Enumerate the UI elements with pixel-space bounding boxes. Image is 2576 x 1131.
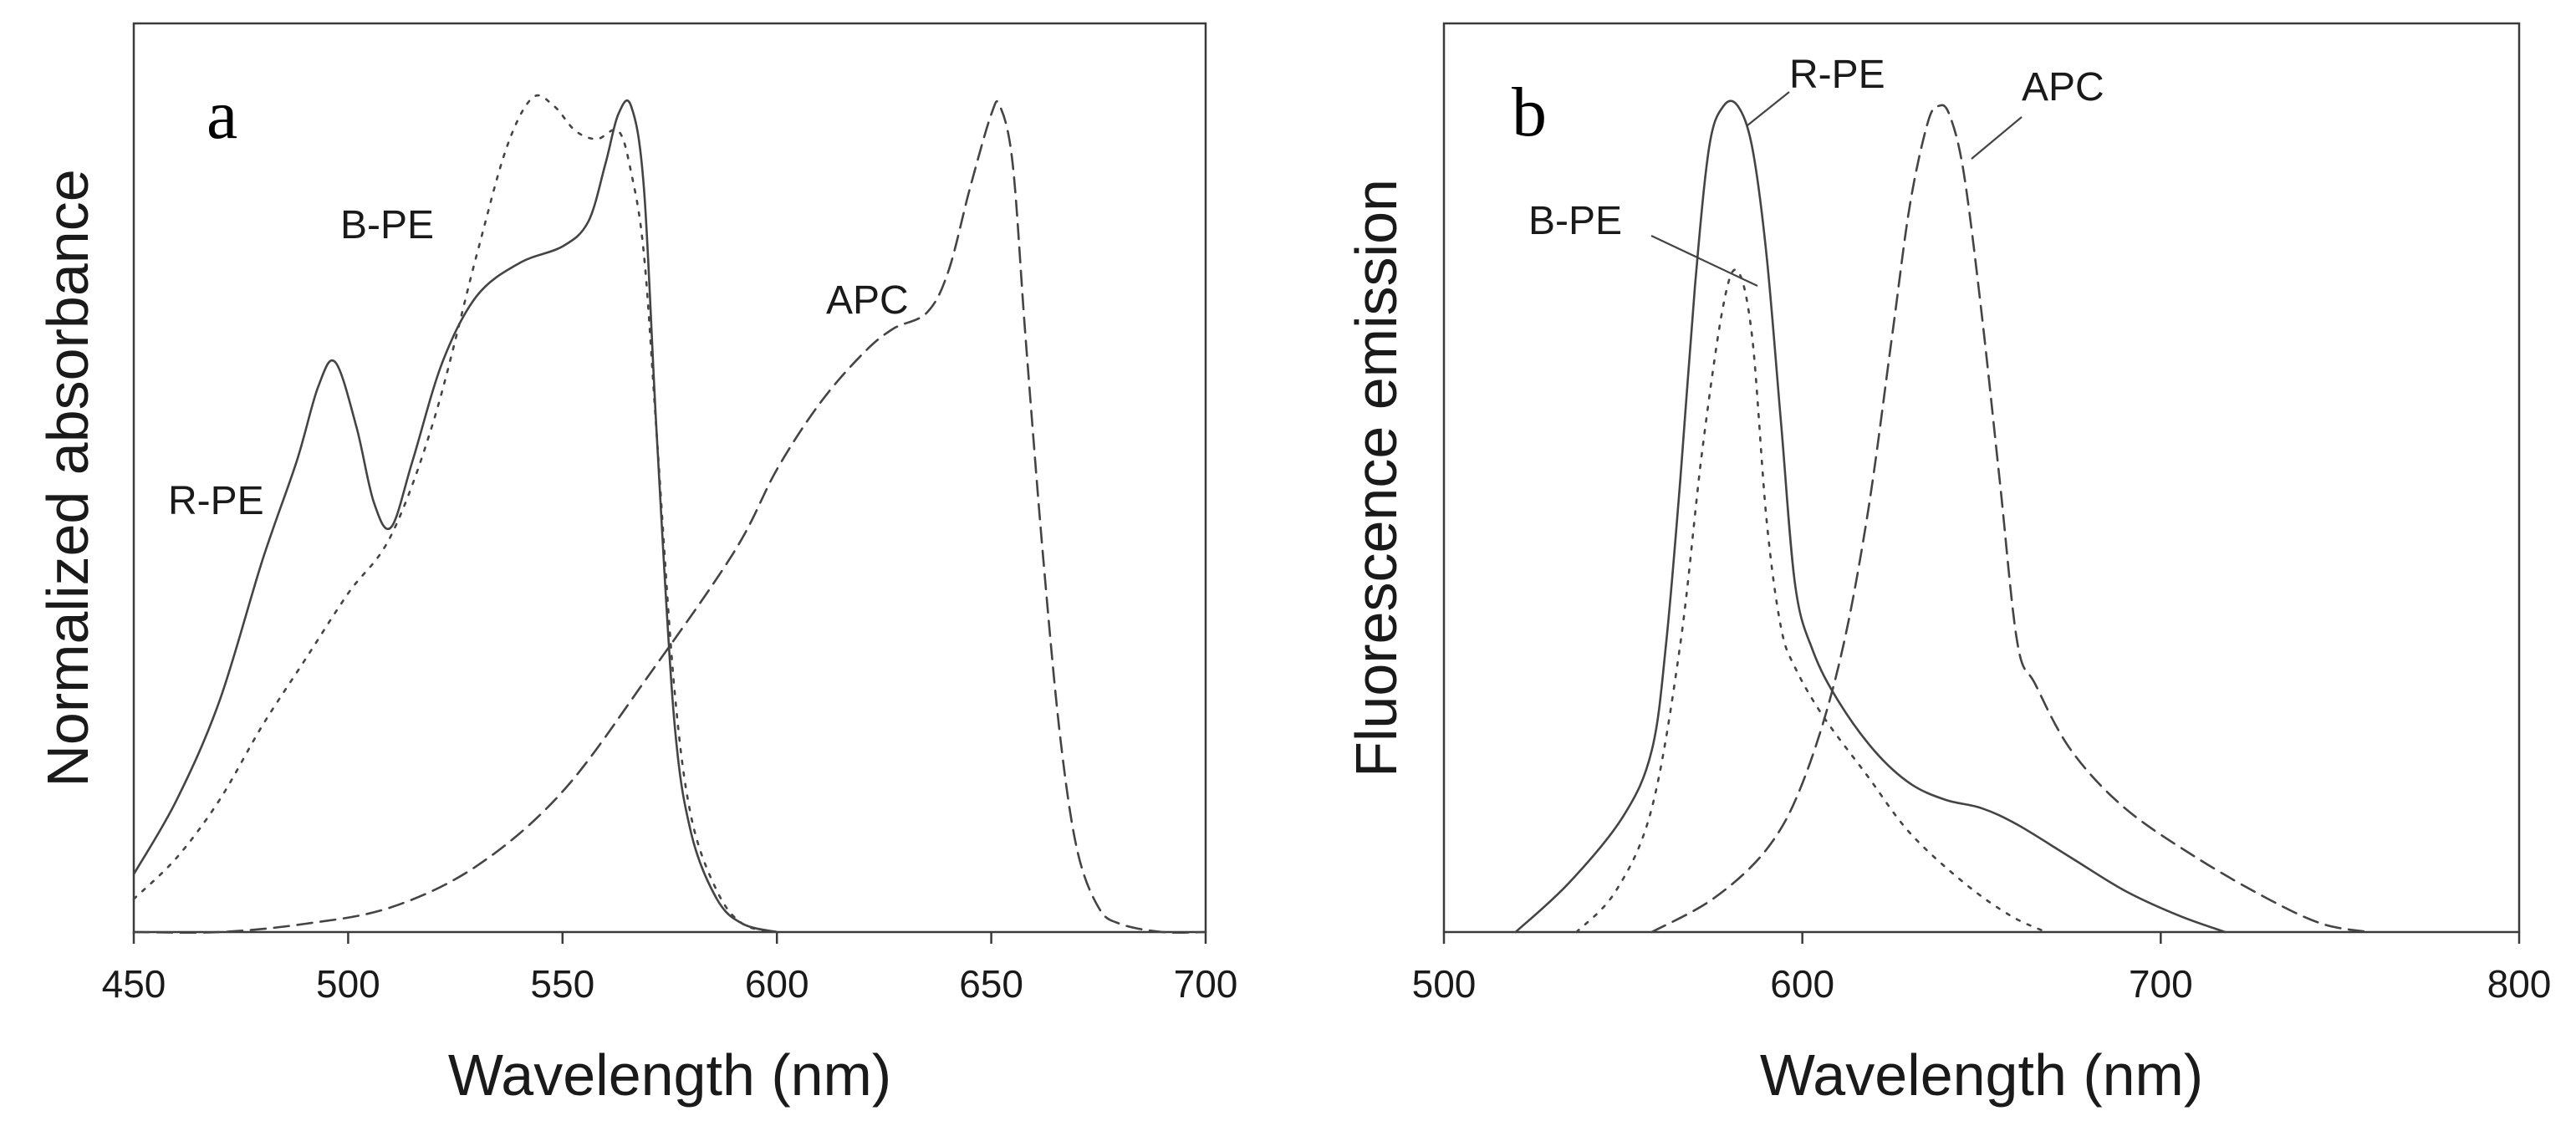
- x-tick-label-a-650: 650: [959, 962, 1023, 1006]
- leader-line-b-pe-b: [1650, 235, 1758, 287]
- leader-line-apc-b: [1971, 116, 2023, 160]
- panel-a: 450 500 550 600 650 700 a B-PE R-PE APC Wavel…: [35, 22, 1238, 1108]
- leader-line-r-pe-b: [1747, 91, 1790, 126]
- x-ticks-a: 450 500 550 600 650 700: [102, 932, 1238, 1006]
- series-label-r-pe-b: R-PE: [1789, 53, 1885, 97]
- series-label-apc-b: APC: [2022, 65, 2104, 110]
- x-tick-label-b-500: 500: [1412, 962, 1477, 1006]
- series-line-apc-a: [132, 99, 1207, 935]
- x-tick-label-a-550: 550: [530, 962, 594, 1006]
- curves-b: [1514, 99, 2370, 934]
- x-tick-label-a-500: 500: [316, 962, 380, 1006]
- x-tick-label-a-450: 450: [102, 962, 166, 1006]
- series-line-b-pe-b: [1575, 268, 2048, 934]
- x-tick-label-b-700: 700: [2129, 962, 2193, 1006]
- panel-letter-b: b: [1512, 74, 1547, 151]
- x-axis-title-a: Wavelength (nm): [448, 1042, 891, 1108]
- x-tick-label-a-700: 700: [1174, 962, 1238, 1006]
- x-axis-title-b: Wavelength (nm): [1760, 1042, 2203, 1108]
- x-tick-label-b-600: 600: [1770, 962, 1834, 1006]
- y-axis-title-b: Fluorescence emission: [1344, 179, 1409, 777]
- x-tick-label-a-600: 600: [745, 962, 809, 1006]
- x-ticks-b: 500 600 700 800: [1412, 932, 2552, 1006]
- series-label-b-pe-a: B-PE: [340, 203, 434, 247]
- plot-frame-b: [1442, 22, 2521, 934]
- series-label-r-pe-a: R-PE: [168, 479, 264, 523]
- panel-letter-a: a: [207, 76, 237, 154]
- y-axis-title-a: Normalized absorbance: [35, 169, 100, 787]
- series-label-b-pe-b: B-PE: [1528, 199, 1622, 243]
- panel-b: 500 600 700 800 b R-PE APC B-PE Wavelength …: [1344, 22, 2552, 1108]
- plot-frame-a: [132, 22, 1207, 934]
- series-line-apc-b: [1650, 104, 2370, 934]
- series-line-r-pe-a: [132, 99, 778, 934]
- series-label-apc-a: APC: [826, 278, 909, 323]
- series-line-r-pe-b: [1514, 99, 2227, 934]
- x-tick-label-b-800: 800: [2487, 962, 2552, 1006]
- curves-a: [132, 94, 1207, 935]
